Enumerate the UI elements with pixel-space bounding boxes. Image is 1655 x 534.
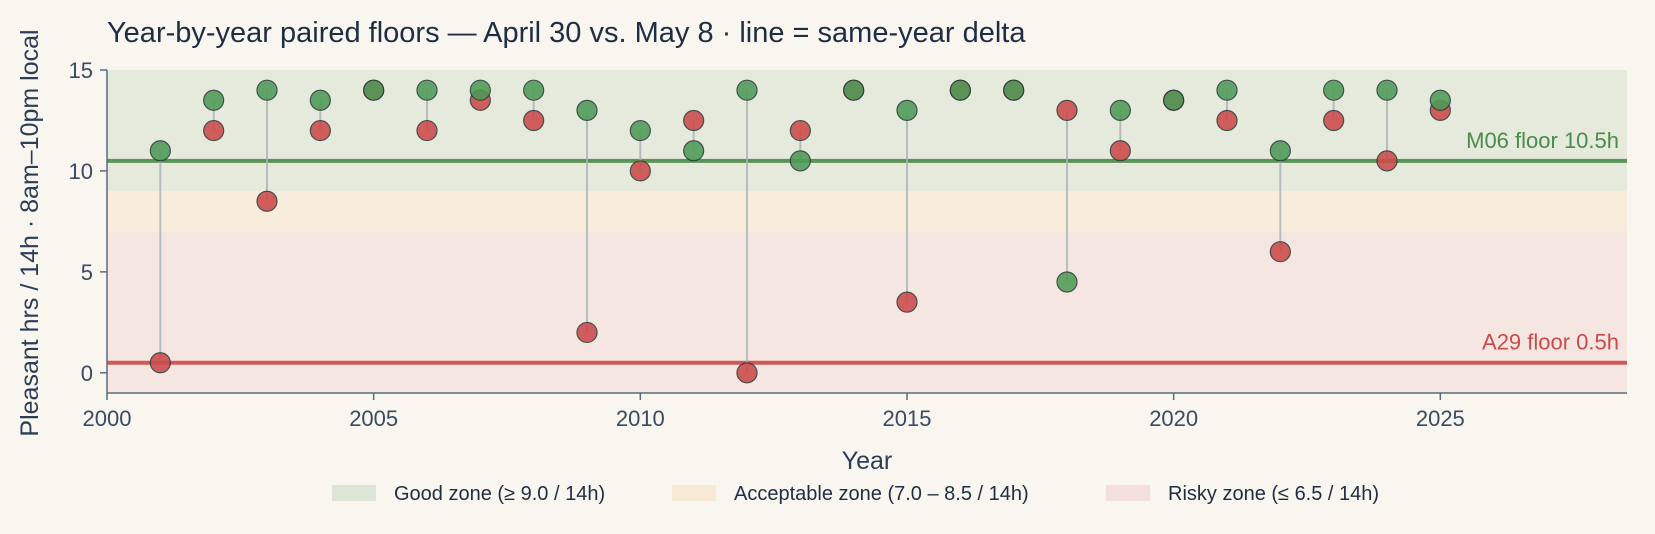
y-tick-label: 5: [81, 260, 93, 285]
data-point: [1003, 79, 1025, 101]
x-tick-label: 2000: [83, 406, 132, 431]
legend-swatch: [1106, 485, 1150, 501]
x-tick-label: 2010: [616, 406, 665, 431]
zone-band: [107, 70, 1627, 192]
y-tick-label: 15: [69, 58, 93, 83]
data-point: [149, 140, 171, 162]
data-point: [1056, 271, 1078, 293]
data-point: [1323, 79, 1345, 101]
data-point: [949, 79, 971, 101]
data-point: [1269, 241, 1291, 263]
legend-swatch: [672, 485, 716, 501]
data-point: [629, 119, 651, 142]
data-point: [736, 362, 758, 384]
data-point: [416, 119, 438, 142]
data-point: [309, 89, 331, 111]
data-point: [843, 79, 865, 101]
data-point: [896, 99, 918, 121]
data-point: [1216, 109, 1238, 132]
legend-label: Good zone (≥ 9.0 / 14h): [394, 483, 605, 505]
data-point: [309, 119, 331, 142]
data-point: [1323, 109, 1345, 132]
legend-label: Acceptable zone (7.0 – 8.5 / 14h): [734, 483, 1029, 505]
x-tick-label: 2020: [1149, 406, 1198, 431]
y-tick-label: 10: [69, 159, 93, 184]
legend-label: Risky zone (≤ 6.5 / 14h): [1168, 483, 1379, 505]
data-point: [203, 89, 225, 111]
y-axis-label: Pleasant hrs / 14h · 8am–10pm local: [16, 29, 44, 436]
x-tick-label: 2005: [349, 406, 398, 431]
data-point: [736, 79, 758, 101]
chart-title: Year-by-year paired floors — April 30 vs…: [107, 17, 1026, 49]
data-point: [1109, 99, 1131, 121]
data-point: [363, 79, 385, 101]
legend-swatch: [332, 485, 376, 501]
legend: Good zone (≥ 9.0 / 14h) Acceptable zone (…: [332, 483, 1379, 505]
data-point: [629, 160, 651, 182]
data-point: [523, 79, 545, 101]
data-point: [896, 291, 918, 313]
data-point: [256, 79, 278, 101]
zone-band: [107, 191, 1627, 232]
data-point: [576, 99, 598, 121]
data-point: [523, 109, 545, 132]
plot-area: M06 floor 10.5h A29 floor 0.5h 2000 2005 201…: [69, 58, 1627, 431]
data-point: [576, 321, 598, 344]
data-point: [1163, 89, 1185, 111]
data-point: [1269, 140, 1291, 162]
data-point: [683, 140, 705, 162]
data-point: [789, 119, 811, 142]
data-point: [469, 79, 491, 101]
data-point: [416, 79, 438, 101]
data-point: [789, 150, 811, 172]
data-point: [149, 352, 171, 374]
data-point: [683, 109, 705, 132]
data-point: [1376, 150, 1398, 172]
data-point: [1056, 99, 1078, 121]
data-point: [1216, 79, 1238, 101]
x-tick-label: 2015: [883, 406, 932, 431]
reference-line-label: A29 floor 0.5h: [1482, 330, 1619, 355]
data-point: [1429, 89, 1451, 111]
data-point: [203, 119, 225, 142]
reference-line-label: M06 floor 10.5h: [1466, 128, 1619, 153]
data-point: [256, 190, 278, 212]
zone-band: [107, 231, 1627, 393]
x-axis-label: Year: [842, 447, 893, 475]
y-tick-label: 0: [81, 361, 93, 386]
data-point: [1109, 140, 1131, 162]
x-tick-label: 2025: [1416, 406, 1465, 431]
data-point: [1376, 79, 1398, 101]
